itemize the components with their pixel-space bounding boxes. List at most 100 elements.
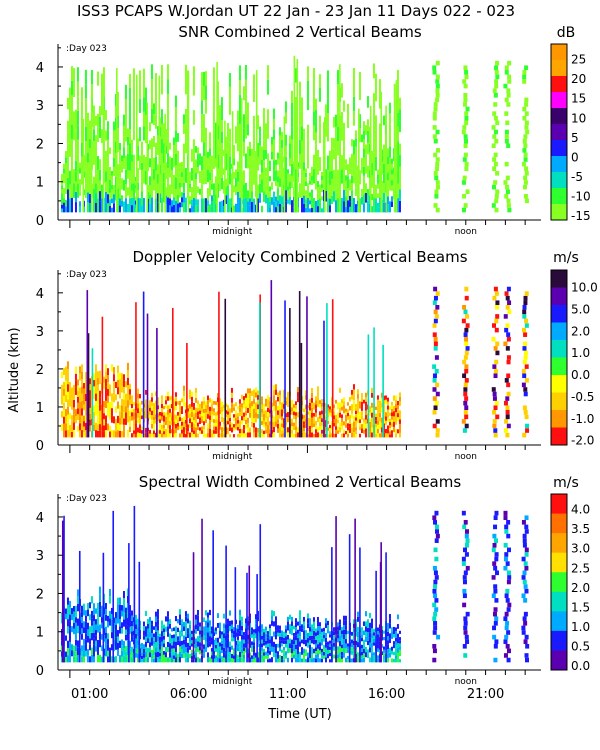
noon-label: noon [455,677,477,687]
colorbar-label: 3.0 [571,542,590,556]
colorbar-label: 0.5 [571,640,590,654]
colorbar-frame [550,269,568,446]
midnight-label: midnight [212,227,253,237]
colorbar-label: 2.0 [571,324,590,338]
colorbar-swatch [551,591,567,612]
x-tick-label: 16:00 [368,687,405,702]
colorbar-swatch [551,287,567,306]
y-tick-label: 1 [36,626,44,641]
colorbar-swatch [551,172,567,189]
y-tick-label: 4 [36,287,44,302]
panel-title: Doppler Velocity Combined 2 Vertical Bea… [132,248,467,266]
midnight-label: midnight [212,677,253,687]
colorbar-swatch [551,156,567,173]
panels: SNR Combined 2 Vertical Beams dB 0 1 2 3 4 :Day… [36,23,598,702]
panel-title: SNR Combined 2 Vertical Beams [178,23,421,41]
y-tick-label: 1 [36,401,44,416]
x-tick-label: 06:00 [170,687,207,702]
day-label: :Day 023 [66,494,107,504]
colorbar-unit: m/s [553,475,579,491]
colorbar-swatch [551,60,567,77]
colorbar-swatch [551,270,567,288]
y-axis-label: Altitude (km) [7,327,22,412]
colorbar-swatch [551,140,567,157]
colorbar-swatch [551,494,567,515]
noon-label: noon [455,227,477,237]
y-tick-label: 0 [36,214,44,229]
colorbar-label: 10.0 [571,281,598,295]
colorbar-swatch [551,340,567,358]
colorbar-unit: dB [557,25,576,41]
colorbar-swatch [551,533,567,554]
colorbar-label: 1.5 [571,600,590,614]
colorbar-swatch [551,427,567,446]
colorbar-swatch [551,124,567,141]
colorbar-label: 0.0 [571,659,590,673]
panel-title: Spectral Width Combined 2 Vertical Beams [139,473,462,491]
colorbar: 4.0 3.5 3.0 2.5 2.0 1.5 1.0 0.5 0.0 [550,493,590,673]
colorbar-label: 10 [571,111,586,125]
colorbar-unit: m/s [553,250,579,266]
colorbar: 25 20 15 10 5 0 -5 -10 -15 [550,43,591,223]
colorbar-label: 2.5 [571,561,590,575]
colorbar-swatch [551,630,567,651]
figure-title: ISS3 PCAPS W.Jordan UT 22 Jan - 23 Jan 1… [77,2,515,20]
colorbar-label: 15 [571,92,586,106]
x-tick-label: 11:00 [269,687,306,702]
y-tick-label: 4 [36,511,44,526]
colorbar-label: 25 [571,53,586,67]
colorbar-swatch [551,392,567,411]
colorbar-label: -15 [571,209,591,223]
colorbar-label: 0.0 [571,368,590,382]
colorbar-swatch [551,611,567,632]
colorbar-label: 1.0 [571,620,590,634]
colorbar-label: 5.0 [571,302,590,316]
y-tick-label: 2 [36,137,44,152]
colorbar-frame [550,493,568,671]
x-axis-label: Time (UT) [267,707,332,722]
colorbar-label: -0.5 [571,390,594,404]
day-label: :Day 023 [66,270,107,280]
colorbar-label: -5 [571,170,583,184]
y-tick-label: 2 [36,587,44,602]
heatmap-data [60,280,530,438]
y-tick-label: 3 [36,325,44,340]
colorbar-label: 1.0 [571,346,590,360]
colorbar-label: 20 [571,72,586,86]
y-tick-label: 3 [36,549,44,564]
noon-label: noon [455,452,477,462]
day-label: :Day 023 [66,44,107,54]
colorbar-label: 5 [571,131,579,145]
colorbar-label: 2.0 [571,581,590,595]
colorbar-swatch [551,44,567,61]
colorbar-swatch [551,76,567,93]
panel-3: Spectral Width Combined 2 Vertical Beams… [36,473,590,702]
colorbar-frame [550,43,568,221]
colorbar-swatch [551,650,567,671]
colorbar-swatch [551,322,567,341]
x-tick-label: 21:00 [467,687,504,702]
midnight-label: midnight [212,452,253,462]
y-tick-label: 4 [36,61,44,76]
y-tick-label: 3 [36,99,44,114]
heatmap-data [60,505,530,663]
heatmap-data [60,55,530,213]
colorbar-label: -10 [571,190,591,204]
y-tick-label: 1 [36,176,44,191]
colorbar-swatch [551,375,567,393]
colorbar-label: 3.5 [571,522,590,536]
colorbar-swatch [551,357,567,376]
colorbar-label: -2.0 [571,434,594,448]
colorbar-swatch [551,92,567,109]
x-tick-label: 01:00 [71,687,108,702]
y-tick-label: 2 [36,363,44,378]
colorbar-swatch [551,204,567,221]
colorbar-swatch [551,108,567,125]
colorbar-swatch [551,305,567,323]
panel-2: Doppler Velocity Combined 2 Vertical Bea… [36,248,598,462]
panel-1: SNR Combined 2 Vertical Beams dB 0 1 2 3 4 :Day… [36,23,591,237]
y-tick-label: 0 [36,664,44,679]
y-tick-label: 0 [36,439,44,454]
colorbar-swatch [551,410,567,428]
